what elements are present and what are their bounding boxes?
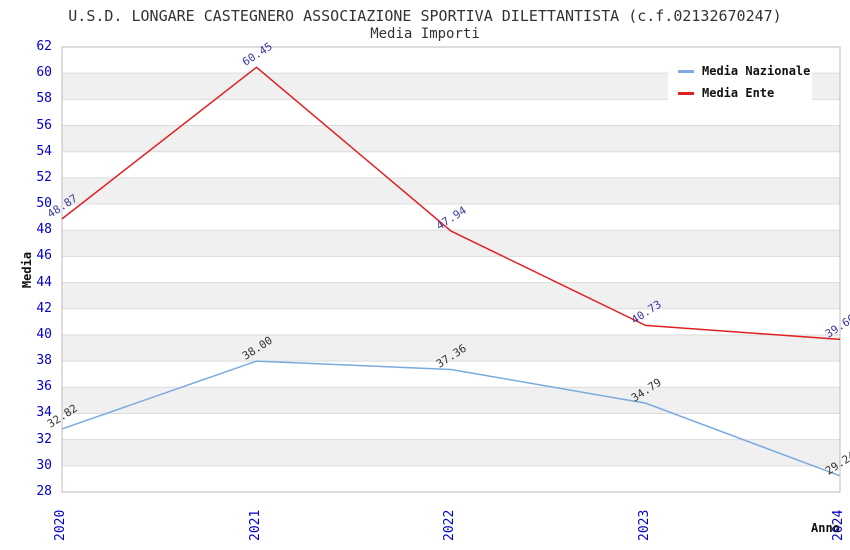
series-line-media-nazionale bbox=[61, 360, 841, 477]
plot-band bbox=[62, 151, 840, 178]
plot-band bbox=[62, 230, 840, 257]
plot-border bbox=[61, 46, 841, 493]
plot-band bbox=[62, 439, 840, 466]
legend-item-media-nazionale: Media Nazionale bbox=[678, 64, 810, 78]
y-tick-label: 30 bbox=[36, 457, 52, 473]
y-tick-label: 32 bbox=[36, 431, 52, 447]
plot-band bbox=[62, 256, 840, 283]
y-axis-title: Media bbox=[20, 251, 34, 288]
plot-band bbox=[62, 361, 840, 388]
y-tick-label: 58 bbox=[36, 91, 52, 107]
x-tick-label: 2023 bbox=[636, 509, 652, 541]
legend-label-media-nazionale: Media Nazionale bbox=[702, 64, 811, 78]
plot-band bbox=[62, 177, 840, 205]
y-tick-label: 36 bbox=[36, 379, 52, 395]
y-tick-label: 56 bbox=[36, 117, 52, 133]
y-tick-label: 62 bbox=[36, 39, 52, 54]
y-tick-label: 54 bbox=[36, 143, 52, 159]
y-tick-label: 38 bbox=[36, 353, 52, 369]
y-tick-label: 28 bbox=[36, 484, 52, 499]
y-tick-label: 48 bbox=[36, 222, 52, 238]
y-tick-label: 60 bbox=[36, 65, 52, 81]
plot-band bbox=[62, 465, 840, 492]
x-tick-label: 2022 bbox=[442, 509, 457, 541]
x-axis-title: Anno bbox=[811, 521, 840, 535]
chart-title: U.S.D. LONGARE CASTEGNERO ASSOCIAZIONE S… bbox=[68, 7, 782, 25]
y-tick-label: 40 bbox=[36, 326, 52, 342]
x-tick-label: 2020 bbox=[53, 509, 68, 541]
legend-label-media-ente: Media Ente bbox=[702, 86, 775, 100]
chart-subtitle: Media Importi bbox=[370, 26, 480, 42]
y-tick-label: 42 bbox=[36, 300, 52, 316]
plot-band bbox=[62, 204, 840, 231]
legend: Media Nazionale Media Ente bbox=[668, 56, 812, 106]
plot-band bbox=[62, 413, 840, 440]
x-tick-label: 2021 bbox=[247, 509, 263, 541]
y-tick-label: 52 bbox=[36, 169, 52, 185]
y-tick-label: 44 bbox=[36, 274, 52, 290]
legend-item-media-ente: Media Ente bbox=[678, 86, 806, 100]
legend-swatch-media-nazionale-icon bbox=[678, 69, 694, 73]
plot-band bbox=[62, 334, 840, 362]
y-tick-label: 46 bbox=[36, 248, 52, 264]
plot-band bbox=[62, 282, 840, 309]
plot-band bbox=[62, 387, 840, 414]
plot-band bbox=[62, 125, 840, 152]
legend-swatch-media-ente-icon bbox=[678, 91, 694, 95]
series-line-media-ente bbox=[61, 66, 841, 341]
y-tick-label: 34 bbox=[36, 405, 52, 421]
y-tick-label: 50 bbox=[36, 196, 52, 212]
